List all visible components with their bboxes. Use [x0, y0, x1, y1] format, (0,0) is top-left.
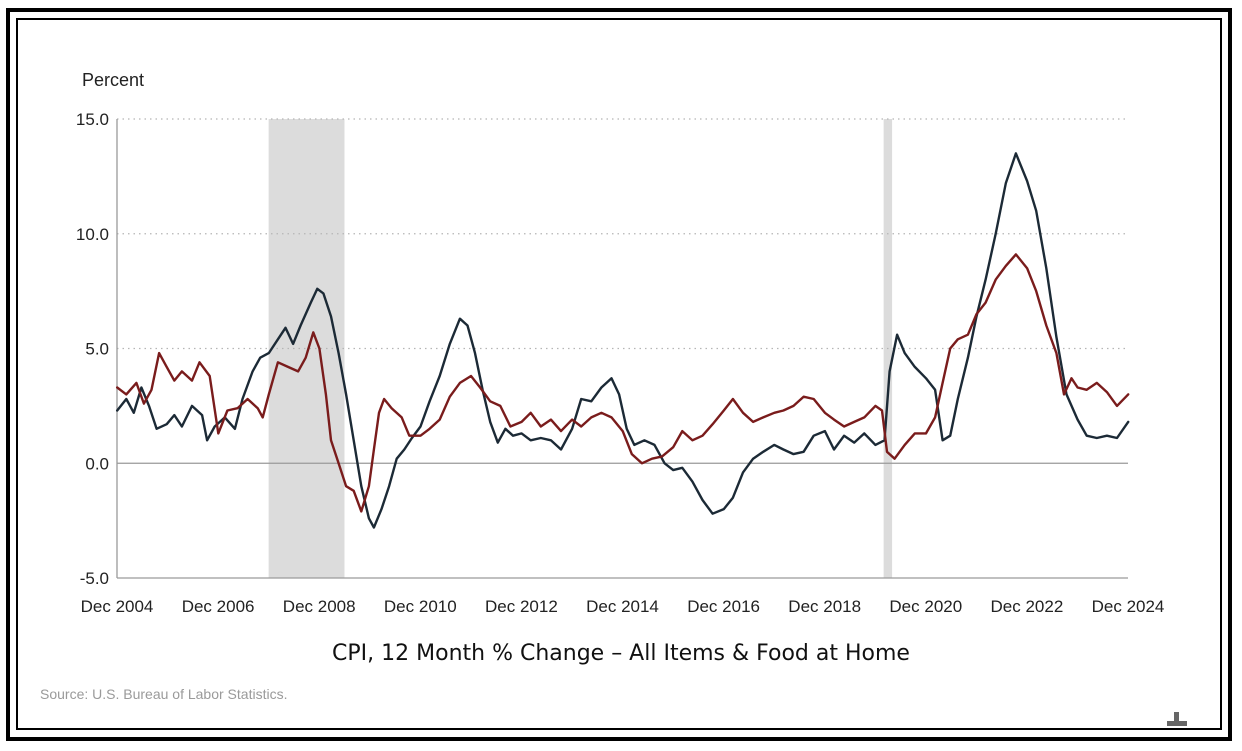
- outer-frame: [6, 8, 1232, 741]
- x-tick-label: Dec 2012: [485, 597, 558, 616]
- x-tick-label: Dec 2014: [586, 597, 659, 616]
- x-tick-label: Dec 2008: [283, 597, 356, 616]
- x-tick-label: Dec 2022: [991, 597, 1064, 616]
- x-tick-label: Dec 2024: [1092, 597, 1165, 616]
- y-axis-label: Percent: [82, 70, 144, 90]
- series-lines: [116, 152, 1130, 529]
- x-tick-label: Dec 2006: [182, 597, 255, 616]
- y-tick-label: 10.0: [76, 225, 109, 244]
- y-tick-label: 0.0: [85, 454, 109, 473]
- x-tick-label: Dec 2004: [81, 597, 154, 616]
- chart-title: CPI, 12 Month % Change – All Items & Foo…: [332, 641, 910, 666]
- series-line-0: [116, 152, 1130, 529]
- series-line-1: [116, 253, 1130, 513]
- axes: 15.0 10.0 5.0 0.0 -5.0 Dec 2004 Dec 2006 Dec 20…: [76, 110, 1164, 616]
- x-tick-label: Dec 2010: [384, 597, 457, 616]
- y-tick-label: 5.0: [85, 340, 109, 359]
- x-tick-label: Dec 2018: [788, 597, 861, 616]
- y-tick-label: -5.0: [80, 569, 109, 588]
- inner-frame: [16, 18, 1222, 730]
- download-icon[interactable]: [1165, 712, 1189, 730]
- recession-band-0: [268, 119, 345, 578]
- y-tick-label: 15.0: [76, 110, 109, 129]
- x-tick-label: Dec 2020: [889, 597, 962, 616]
- gridlines: [117, 118, 1128, 350]
- x-tick-label: Dec 2016: [687, 597, 760, 616]
- source-note: Source: U.S. Bureau of Labor Statistics.: [40, 686, 288, 702]
